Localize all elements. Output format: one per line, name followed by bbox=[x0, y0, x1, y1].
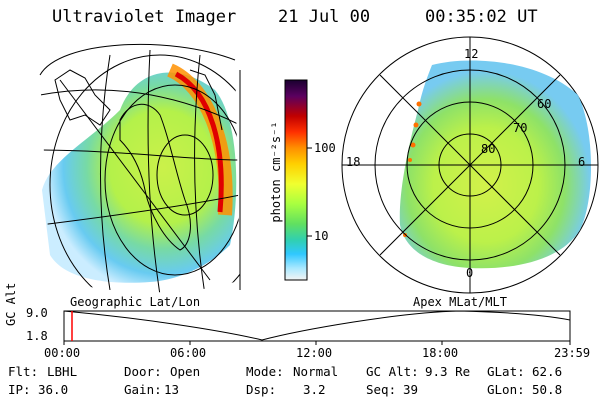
status-gcalt-value: 9.3 Re bbox=[425, 364, 471, 379]
auroral-emission-polar bbox=[399, 60, 592, 269]
status-ip-value: 36.0 bbox=[38, 382, 69, 397]
status-mode-key: Mode: bbox=[246, 364, 284, 379]
status-filter-value: LBHL bbox=[47, 364, 78, 379]
image-time: 00:35:02 UT bbox=[425, 7, 538, 27]
auroral-emission-geo bbox=[42, 72, 237, 283]
time-tick: 00:00 bbox=[44, 346, 81, 360]
time-tick: 23:59 bbox=[554, 346, 591, 360]
status-dsp-value: 3.2 bbox=[303, 382, 326, 397]
geographic-map bbox=[39, 43, 241, 293]
status-glat-value: 62.6 bbox=[532, 364, 563, 379]
mlt-label-6: 6 bbox=[578, 155, 586, 169]
status-glon-key: GLon: bbox=[487, 382, 525, 397]
mlat-label-60: 60 bbox=[537, 97, 552, 111]
color-scale-bar bbox=[284, 79, 308, 281]
polar-mlat-mlt-plot bbox=[341, 36, 599, 294]
status-door-value: Open bbox=[170, 364, 201, 379]
altitude-axis-label: GC Alt bbox=[4, 282, 18, 326]
mlt-label-18: 18 bbox=[346, 155, 361, 169]
time-tick: 18:00 bbox=[422, 346, 459, 360]
status-filter-key: Flt: bbox=[8, 364, 39, 379]
image-date: 21 Jul 00 bbox=[278, 7, 371, 27]
mlt-label-12: 12 bbox=[464, 47, 479, 61]
coastline bbox=[119, 103, 191, 251]
mlat-label-70: 70 bbox=[513, 121, 528, 135]
status-door-key: Door: bbox=[124, 364, 162, 379]
status-seq-value: 39 bbox=[403, 382, 419, 397]
polar-panel-caption: Apex MLat/MLT bbox=[413, 295, 507, 309]
status-gcalt-key: GC Alt: bbox=[366, 364, 419, 379]
status-mode-value: Normal bbox=[293, 364, 339, 379]
mlt-label-0: 0 bbox=[466, 266, 474, 280]
altitude-tick-max: 9.0 bbox=[26, 306, 48, 320]
colorbar-unit-label: photon cm⁻²s⁻¹ bbox=[269, 121, 283, 223]
mlat-label-80: 80 bbox=[481, 142, 496, 156]
status-dsp-key: Dsp: bbox=[246, 382, 277, 397]
status-glat-key: GLat: bbox=[487, 364, 525, 379]
status-glon-value: 50.8 bbox=[532, 382, 563, 397]
status-gain-key: Gain: bbox=[124, 382, 162, 397]
colorbar-tick-10: 10 bbox=[314, 229, 329, 243]
time-tick: 12:00 bbox=[296, 346, 333, 360]
status-seq-key: Seq: bbox=[366, 382, 397, 397]
time-tick: 06:00 bbox=[170, 346, 207, 360]
status-gain-value: 13 bbox=[164, 382, 180, 397]
altitude-plot bbox=[63, 310, 571, 345]
altitude-tick-min: 1.8 bbox=[26, 329, 48, 343]
instrument-title: Ultraviolet Imager bbox=[52, 7, 237, 27]
colorbar-tick-100: 100 bbox=[314, 141, 336, 155]
altitude-curve bbox=[63, 310, 571, 341]
geo-panel-caption: Geographic Lat/Lon bbox=[70, 295, 201, 309]
status-ip-key: IP: bbox=[8, 382, 31, 397]
